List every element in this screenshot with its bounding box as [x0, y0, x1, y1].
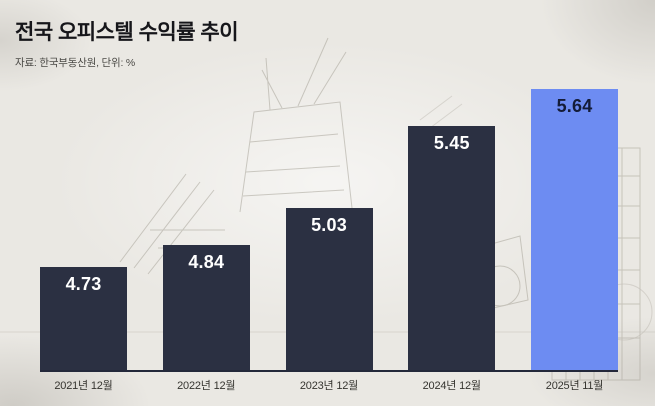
category-label: 2024년 12월 — [422, 380, 481, 392]
category-label: 2023년 12월 — [299, 380, 359, 392]
bar-value-label: 5.64 — [556, 96, 593, 116]
bar-chart: 4.73 4.84 5.03 5.45 5.64 2021년 12월 2022년 12월 2… — [40, 89, 618, 393]
category-label: 2022년 12월 — [177, 380, 236, 392]
chart-source-note: 자료: 한국부동산원, 단위: % — [15, 57, 136, 69]
chart-header: 전국 오피스텔 수익률 추이 자료: 한국부동산원, 단위: % — [15, 16, 239, 70]
bar-value-label: 5.45 — [433, 133, 470, 153]
category-row: 2021년 12월 2022년 12월 2023년 12월 2024년 12월 2025… — [40, 377, 618, 393]
bar: 5.03 — [285, 208, 373, 370]
bar-value-label: 4.73 — [65, 274, 102, 294]
category-label: 2021년 12월 — [54, 380, 113, 392]
bar-value-label: 5.03 — [311, 215, 347, 235]
category-label: 2025년 11월 — [545, 380, 604, 392]
bar: 5.45 — [408, 126, 496, 370]
bar-value-label: 4.84 — [188, 252, 225, 272]
bar-highlighted: 5.64 — [531, 89, 618, 370]
bar: 4.84 — [162, 245, 250, 370]
chart-title: 전국 오피스텔 수익률 추이 — [15, 21, 239, 44]
bars-row: 4.73 4.84 5.03 5.45 5.64 — [40, 89, 618, 372]
bar: 4.73 — [40, 267, 127, 370]
